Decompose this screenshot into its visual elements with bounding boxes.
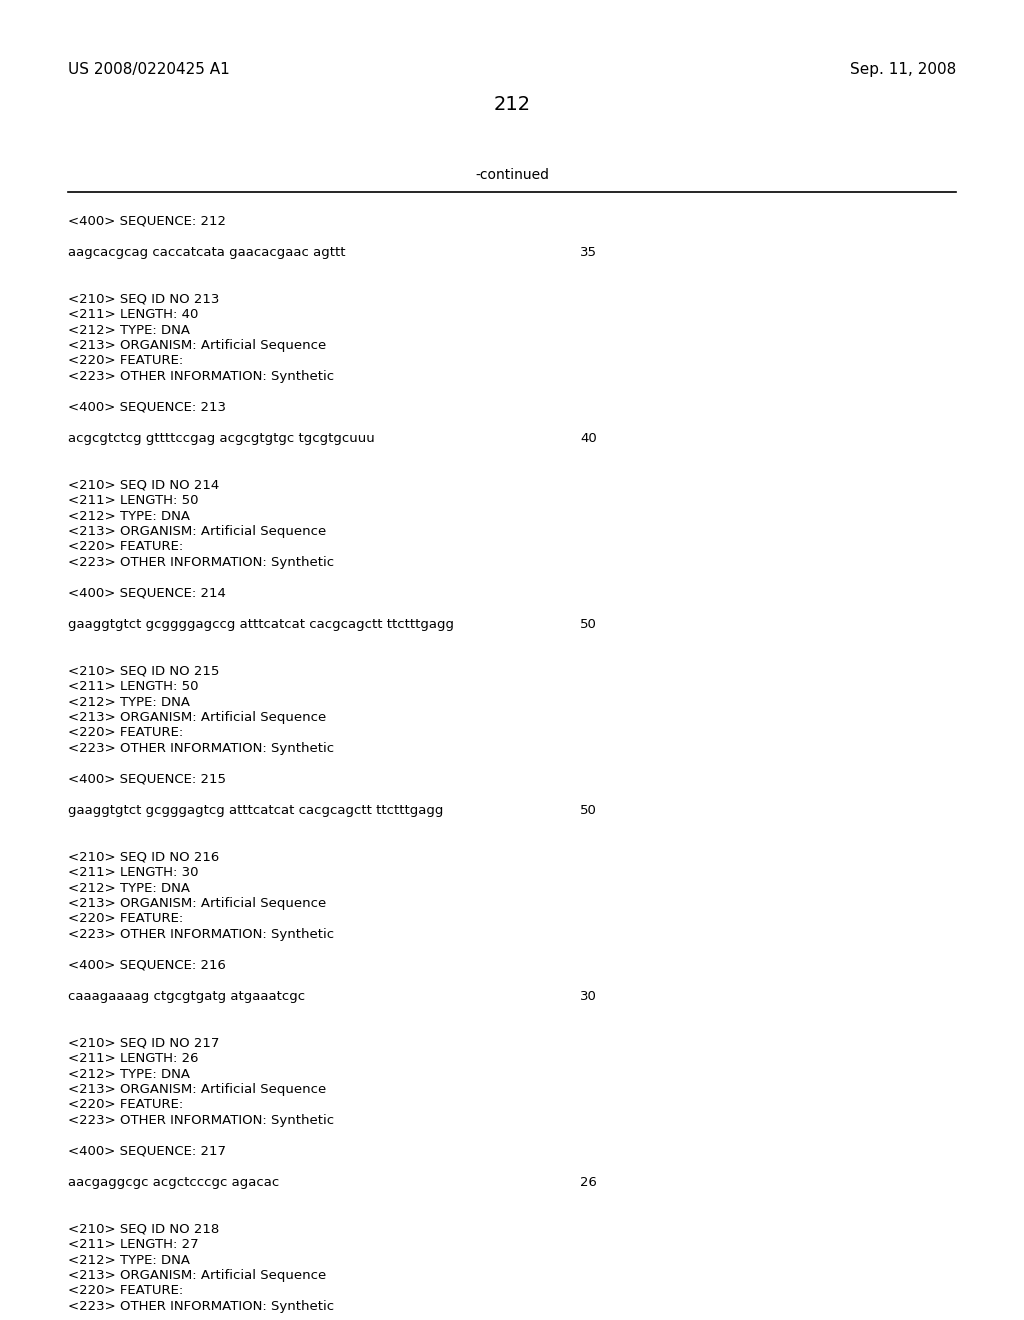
Text: <400> SEQUENCE: 216: <400> SEQUENCE: 216 xyxy=(68,960,226,972)
Text: <212> TYPE: DNA: <212> TYPE: DNA xyxy=(68,696,190,709)
Text: <212> TYPE: DNA: <212> TYPE: DNA xyxy=(68,882,190,895)
Text: 30: 30 xyxy=(580,990,597,1003)
Text: <223> OTHER INFORMATION: Synthetic: <223> OTHER INFORMATION: Synthetic xyxy=(68,556,334,569)
Text: 40: 40 xyxy=(580,432,597,445)
Text: <213> ORGANISM: Artificial Sequence: <213> ORGANISM: Artificial Sequence xyxy=(68,525,327,539)
Text: 50: 50 xyxy=(580,804,597,817)
Text: <212> TYPE: DNA: <212> TYPE: DNA xyxy=(68,1254,190,1266)
Text: <213> ORGANISM: Artificial Sequence: <213> ORGANISM: Artificial Sequence xyxy=(68,711,327,723)
Text: <220> FEATURE:: <220> FEATURE: xyxy=(68,726,183,739)
Text: aacgaggcgc acgctcccgc agacac: aacgaggcgc acgctcccgc agacac xyxy=(68,1176,280,1189)
Text: aagcacgcag caccatcata gaacacgaac agttt: aagcacgcag caccatcata gaacacgaac agttt xyxy=(68,246,345,259)
Text: <400> SEQUENCE: 212: <400> SEQUENCE: 212 xyxy=(68,215,226,228)
Text: <211> LENGTH: 40: <211> LENGTH: 40 xyxy=(68,308,199,321)
Text: <211> LENGTH: 27: <211> LENGTH: 27 xyxy=(68,1238,199,1251)
Text: <400> SEQUENCE: 213: <400> SEQUENCE: 213 xyxy=(68,401,226,414)
Text: <211> LENGTH: 50: <211> LENGTH: 50 xyxy=(68,494,199,507)
Text: <210> SEQ ID NO 213: <210> SEQ ID NO 213 xyxy=(68,293,219,305)
Text: <211> LENGTH: 50: <211> LENGTH: 50 xyxy=(68,680,199,693)
Text: <220> FEATURE:: <220> FEATURE: xyxy=(68,912,183,925)
Text: <213> ORGANISM: Artificial Sequence: <213> ORGANISM: Artificial Sequence xyxy=(68,1269,327,1282)
Text: <223> OTHER INFORMATION: Synthetic: <223> OTHER INFORMATION: Synthetic xyxy=(68,1114,334,1127)
Text: <210> SEQ ID NO 215: <210> SEQ ID NO 215 xyxy=(68,664,219,677)
Text: <223> OTHER INFORMATION: Synthetic: <223> OTHER INFORMATION: Synthetic xyxy=(68,1300,334,1313)
Text: 26: 26 xyxy=(580,1176,597,1189)
Text: <223> OTHER INFORMATION: Synthetic: <223> OTHER INFORMATION: Synthetic xyxy=(68,370,334,383)
Text: <210> SEQ ID NO 216: <210> SEQ ID NO 216 xyxy=(68,850,219,863)
Text: <210> SEQ ID NO 217: <210> SEQ ID NO 217 xyxy=(68,1036,219,1049)
Text: gaaggtgtct gcgggagtcg atttcatcat cacgcagctt ttctttgagg: gaaggtgtct gcgggagtcg atttcatcat cacgcag… xyxy=(68,804,443,817)
Text: <213> ORGANISM: Artificial Sequence: <213> ORGANISM: Artificial Sequence xyxy=(68,339,327,352)
Text: 35: 35 xyxy=(580,246,597,259)
Text: <220> FEATURE:: <220> FEATURE: xyxy=(68,1098,183,1111)
Text: <212> TYPE: DNA: <212> TYPE: DNA xyxy=(68,323,190,337)
Text: <213> ORGANISM: Artificial Sequence: <213> ORGANISM: Artificial Sequence xyxy=(68,1082,327,1096)
Text: caaagaaaag ctgcgtgatg atgaaatcgc: caaagaaaag ctgcgtgatg atgaaatcgc xyxy=(68,990,305,1003)
Text: acgcgtctcg gttttccgag acgcgtgtgc tgcgtgcuuu: acgcgtctcg gttttccgag acgcgtgtgc tgcgtgc… xyxy=(68,432,375,445)
Text: <400> SEQUENCE: 215: <400> SEQUENCE: 215 xyxy=(68,774,226,785)
Text: <220> FEATURE:: <220> FEATURE: xyxy=(68,1284,183,1298)
Text: <220> FEATURE:: <220> FEATURE: xyxy=(68,540,183,553)
Text: 212: 212 xyxy=(494,95,530,114)
Text: <212> TYPE: DNA: <212> TYPE: DNA xyxy=(68,510,190,523)
Text: Sep. 11, 2008: Sep. 11, 2008 xyxy=(850,62,956,77)
Text: US 2008/0220425 A1: US 2008/0220425 A1 xyxy=(68,62,229,77)
Text: <223> OTHER INFORMATION: Synthetic: <223> OTHER INFORMATION: Synthetic xyxy=(68,742,334,755)
Text: <212> TYPE: DNA: <212> TYPE: DNA xyxy=(68,1068,190,1081)
Text: <400> SEQUENCE: 214: <400> SEQUENCE: 214 xyxy=(68,587,226,601)
Text: -continued: -continued xyxy=(475,168,549,182)
Text: <211> LENGTH: 26: <211> LENGTH: 26 xyxy=(68,1052,199,1065)
Text: <213> ORGANISM: Artificial Sequence: <213> ORGANISM: Artificial Sequence xyxy=(68,898,327,909)
Text: <210> SEQ ID NO 214: <210> SEQ ID NO 214 xyxy=(68,479,219,491)
Text: <223> OTHER INFORMATION: Synthetic: <223> OTHER INFORMATION: Synthetic xyxy=(68,928,334,941)
Text: 50: 50 xyxy=(580,618,597,631)
Text: gaaggtgtct gcggggagccg atttcatcat cacgcagctt ttctttgagg: gaaggtgtct gcggggagccg atttcatcat cacgca… xyxy=(68,618,454,631)
Text: <210> SEQ ID NO 218: <210> SEQ ID NO 218 xyxy=(68,1222,219,1236)
Text: <211> LENGTH: 30: <211> LENGTH: 30 xyxy=(68,866,199,879)
Text: <400> SEQUENCE: 217: <400> SEQUENCE: 217 xyxy=(68,1144,226,1158)
Text: <220> FEATURE:: <220> FEATURE: xyxy=(68,355,183,367)
